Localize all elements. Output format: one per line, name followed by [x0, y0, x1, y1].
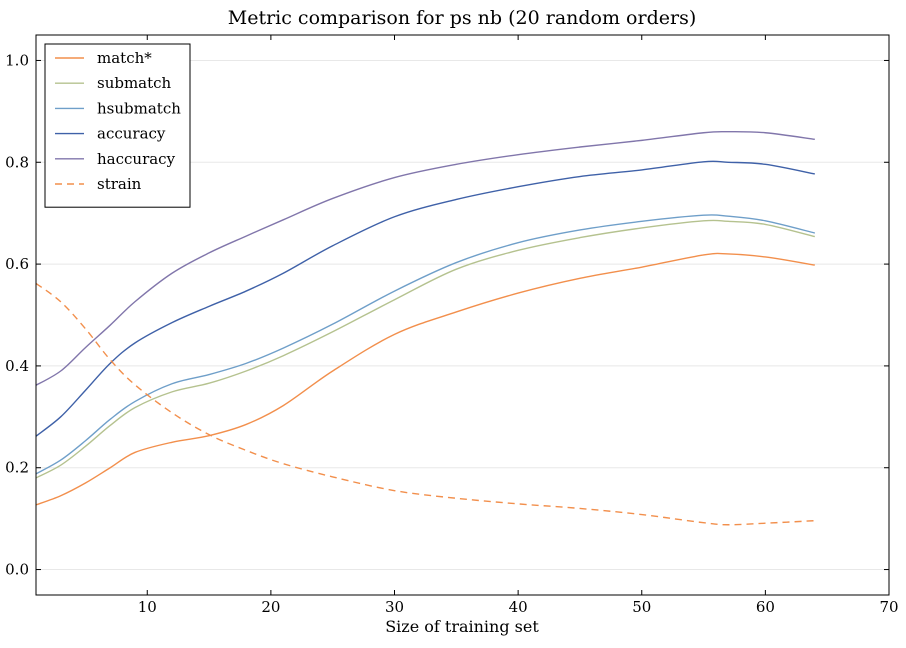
series-line-submatch	[35, 219, 815, 479]
legend-label-submatch: submatch	[97, 74, 172, 92]
axis-ticks: 0.0 0.2 0.4 0.6 0.8 1.0 10 20 30 40 50 60 70	[5, 35, 899, 616]
x-tick-label: 40	[509, 598, 528, 616]
y-tick-label: 0.2	[5, 459, 29, 477]
y-tick-label: 0.4	[5, 357, 29, 375]
y-tick-label: 0.8	[5, 153, 29, 171]
y-tick-label: 1.0	[5, 51, 29, 69]
y-tick-label: 0.0	[5, 561, 29, 579]
chart-title: Metric comparison for ps nb (20 random o…	[228, 7, 696, 29]
legend-box	[44, 43, 191, 208]
x-tick-label: 70	[879, 598, 898, 616]
series-line-match	[35, 252, 815, 506]
legend-label-haccuracy: haccuracy	[97, 150, 176, 168]
legend-label-accuracy: accuracy	[97, 125, 166, 143]
series-line-strain	[35, 282, 815, 526]
x-tick-label: 20	[261, 598, 280, 616]
gridlines	[36, 59, 889, 571]
legend-label-strain: strain	[97, 175, 142, 193]
x-tick-label: 30	[385, 598, 404, 616]
legend-label-match: match*	[97, 49, 152, 67]
series-line-hsubmatch	[35, 214, 815, 475]
y-tick-label: 0.6	[5, 255, 29, 273]
series-line-haccuracy	[35, 130, 815, 386]
legend: match* submatch hsubmatch accuracy haccuracy…	[44, 43, 191, 208]
plot-frame	[35, 34, 890, 596]
series-line-accuracy	[35, 160, 815, 437]
x-tick-label: 60	[756, 598, 775, 616]
legend-label-hsubmatch: hsubmatch	[97, 99, 181, 117]
series-lines	[35, 130, 815, 526]
x-tick-label: 10	[138, 598, 157, 616]
x-tick-label: 50	[632, 598, 651, 616]
x-axis-title: Size of training set	[385, 617, 539, 636]
